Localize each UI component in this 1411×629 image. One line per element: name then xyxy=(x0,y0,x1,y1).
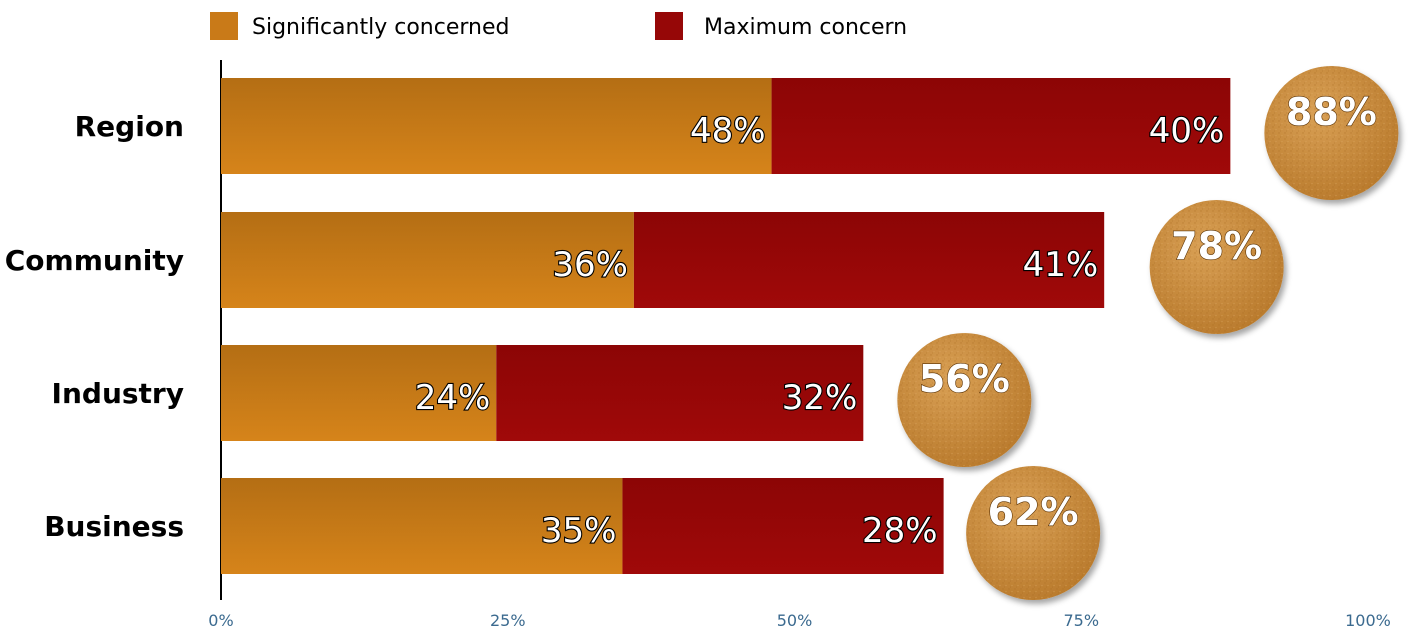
bars-layer xyxy=(221,78,1231,574)
total-bubble-community: 78% xyxy=(1149,200,1284,334)
segment-label-community-significantly-concerned: 36% xyxy=(552,245,628,285)
bar-industry-maximum-concern xyxy=(496,345,864,441)
x-tick-label-4: 100% xyxy=(1345,611,1391,629)
x-tick-label-2: 50% xyxy=(777,611,813,629)
bar-region-maximum-concern xyxy=(771,78,1231,174)
x-tick-label-0: 0% xyxy=(208,611,233,629)
x-tick-label-3: 75% xyxy=(1063,611,1099,629)
total-bubble-texture-region xyxy=(1264,66,1399,200)
legend-label-significantly-concerned: Significantly concerned xyxy=(252,15,509,40)
legend-swatch-maximum-concern xyxy=(655,12,683,40)
category-labels-layer: Region Community Industry Business xyxy=(5,110,184,543)
category-label-industry: Industry xyxy=(52,377,184,410)
bar-region-significantly-concerned xyxy=(221,78,772,174)
total-bubble-industry: 56% xyxy=(897,333,1032,467)
legend-swatch-significantly-concerned xyxy=(210,12,238,40)
total-bubbles-layer: 88% 78% 56% 62% xyxy=(897,66,1399,600)
total-bubble-business: 62% xyxy=(966,466,1101,600)
total-bubble-texture-industry xyxy=(897,333,1032,467)
legend: Significantly concerned Maximum concern xyxy=(210,12,907,40)
bar-community-maximum-concern xyxy=(633,212,1105,308)
x-tick-labels-layer: 0% 25% 50% 75% 100% xyxy=(208,611,1391,629)
segment-label-region-significantly-concerned: 48% xyxy=(690,111,766,151)
segment-label-industry-significantly-concerned: 24% xyxy=(415,378,491,418)
segment-label-region-maximum-concern: 40% xyxy=(1149,111,1225,151)
bar-business-significantly-concerned xyxy=(221,478,623,574)
category-label-region: Region xyxy=(75,110,184,143)
total-label-industry: 56% xyxy=(919,357,1010,401)
total-bubble-region: 88% xyxy=(1264,66,1399,200)
segment-label-community-maximum-concern: 41% xyxy=(1023,245,1099,285)
category-label-business: Business xyxy=(44,510,184,543)
legend-label-maximum-concern: Maximum concern xyxy=(704,15,907,40)
bar-business-maximum-concern xyxy=(622,478,944,574)
segment-labels-layer: 48% 40% 36% 41% 24% 32% 35% 28% xyxy=(414,110,1226,552)
total-label-region: 88% xyxy=(1286,90,1377,134)
bar-industry-significantly-concerned xyxy=(221,345,497,441)
segment-label-business-significantly-concerned: 35% xyxy=(541,511,617,551)
total-label-community: 78% xyxy=(1171,224,1262,268)
total-label-business: 62% xyxy=(988,490,1079,534)
total-bubble-texture-business xyxy=(966,466,1101,600)
category-label-community: Community xyxy=(5,244,184,277)
segment-label-industry-maximum-concern: 32% xyxy=(782,378,858,418)
x-tick-label-1: 25% xyxy=(490,611,526,629)
total-bubble-texture-community xyxy=(1149,200,1284,334)
segment-label-business-maximum-concern: 28% xyxy=(862,511,938,551)
bar-community-significantly-concerned xyxy=(221,212,634,308)
